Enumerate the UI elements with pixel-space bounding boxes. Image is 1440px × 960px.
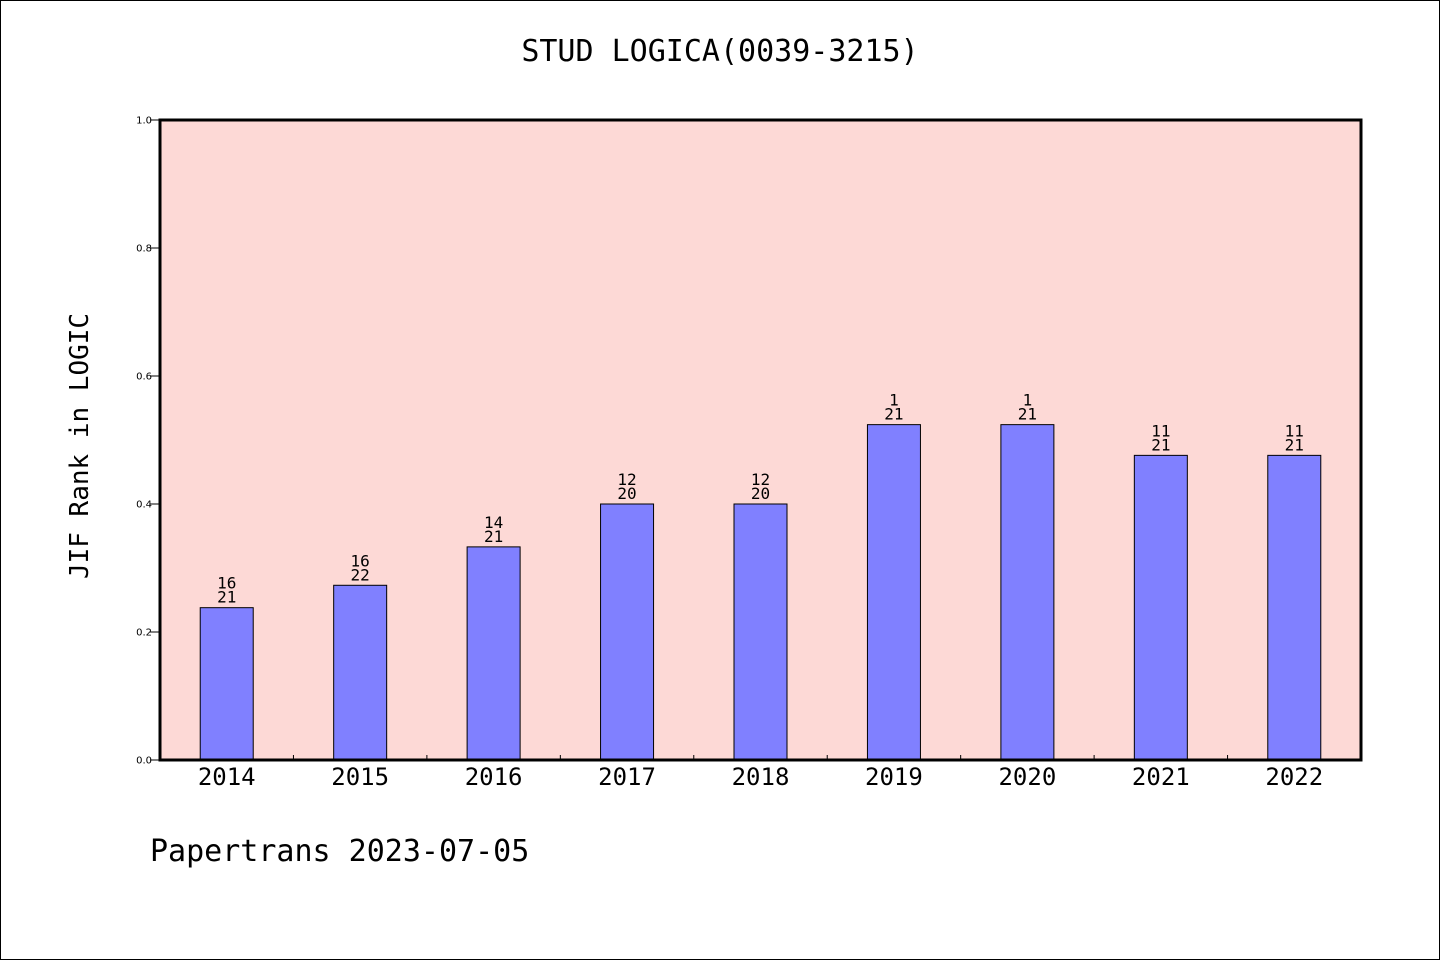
y-tick-label: 0.4 bbox=[136, 500, 152, 511]
x-tick-label: 2015 bbox=[331, 763, 389, 791]
y-tick-label: 0.2 bbox=[136, 628, 152, 639]
bar bbox=[333, 584, 388, 761]
chart-title: STUD LOGICA(0039-3215) bbox=[521, 34, 919, 69]
bar-label-denominator: 21 bbox=[1285, 435, 1304, 454]
x-tick-label: 2014 bbox=[198, 763, 256, 791]
bar-label-numerator: 16 bbox=[351, 551, 370, 570]
bar-label-denominator: 21 bbox=[884, 405, 903, 424]
bar-label-denominator: 22 bbox=[351, 565, 370, 584]
bar bbox=[1000, 424, 1055, 761]
x-tick-label: 2018 bbox=[732, 763, 790, 791]
y-tick-label: 0.0 bbox=[136, 756, 152, 767]
bar-label-denominator: 21 bbox=[1151, 435, 1170, 454]
bar-label-numerator: 1 bbox=[1023, 391, 1033, 410]
bar bbox=[466, 546, 521, 761]
bar bbox=[866, 424, 921, 761]
bar-label-numerator: 12 bbox=[617, 470, 636, 489]
bar bbox=[1133, 454, 1188, 761]
bar bbox=[733, 503, 788, 761]
bar-label-denominator: 20 bbox=[751, 484, 770, 503]
bar-label-numerator: 14 bbox=[484, 513, 503, 532]
plot-border bbox=[158, 118, 1363, 762]
bar-label-numerator: 11 bbox=[1151, 421, 1170, 440]
y-tick-label: 0.8 bbox=[136, 244, 152, 255]
bar-label-numerator: 11 bbox=[1285, 421, 1304, 440]
bar bbox=[600, 503, 655, 761]
bar bbox=[1267, 454, 1322, 761]
footer-text: Papertrans 2023-07-05 bbox=[150, 834, 530, 869]
x-tick-label: 2016 bbox=[465, 763, 523, 791]
bar-label-denominator: 21 bbox=[1018, 405, 1037, 424]
y-tick-label: 0.6 bbox=[136, 372, 152, 383]
bar bbox=[199, 607, 254, 761]
bar-label-numerator: 16 bbox=[217, 574, 236, 593]
x-tick-label: 2020 bbox=[998, 763, 1056, 791]
bar-label-denominator: 21 bbox=[484, 527, 503, 546]
bar-label-denominator: 21 bbox=[217, 588, 236, 607]
bar-label-denominator: 20 bbox=[617, 484, 636, 503]
bar-label-numerator: 12 bbox=[751, 470, 770, 489]
y-tick-label: 1.0 bbox=[136, 116, 152, 127]
x-tick-label: 2017 bbox=[598, 763, 656, 791]
x-tick-label: 2021 bbox=[1132, 763, 1190, 791]
x-tick-label: 2019 bbox=[865, 763, 923, 791]
bar-label-numerator: 1 bbox=[889, 391, 899, 410]
x-tick-label: 2022 bbox=[1265, 763, 1323, 791]
